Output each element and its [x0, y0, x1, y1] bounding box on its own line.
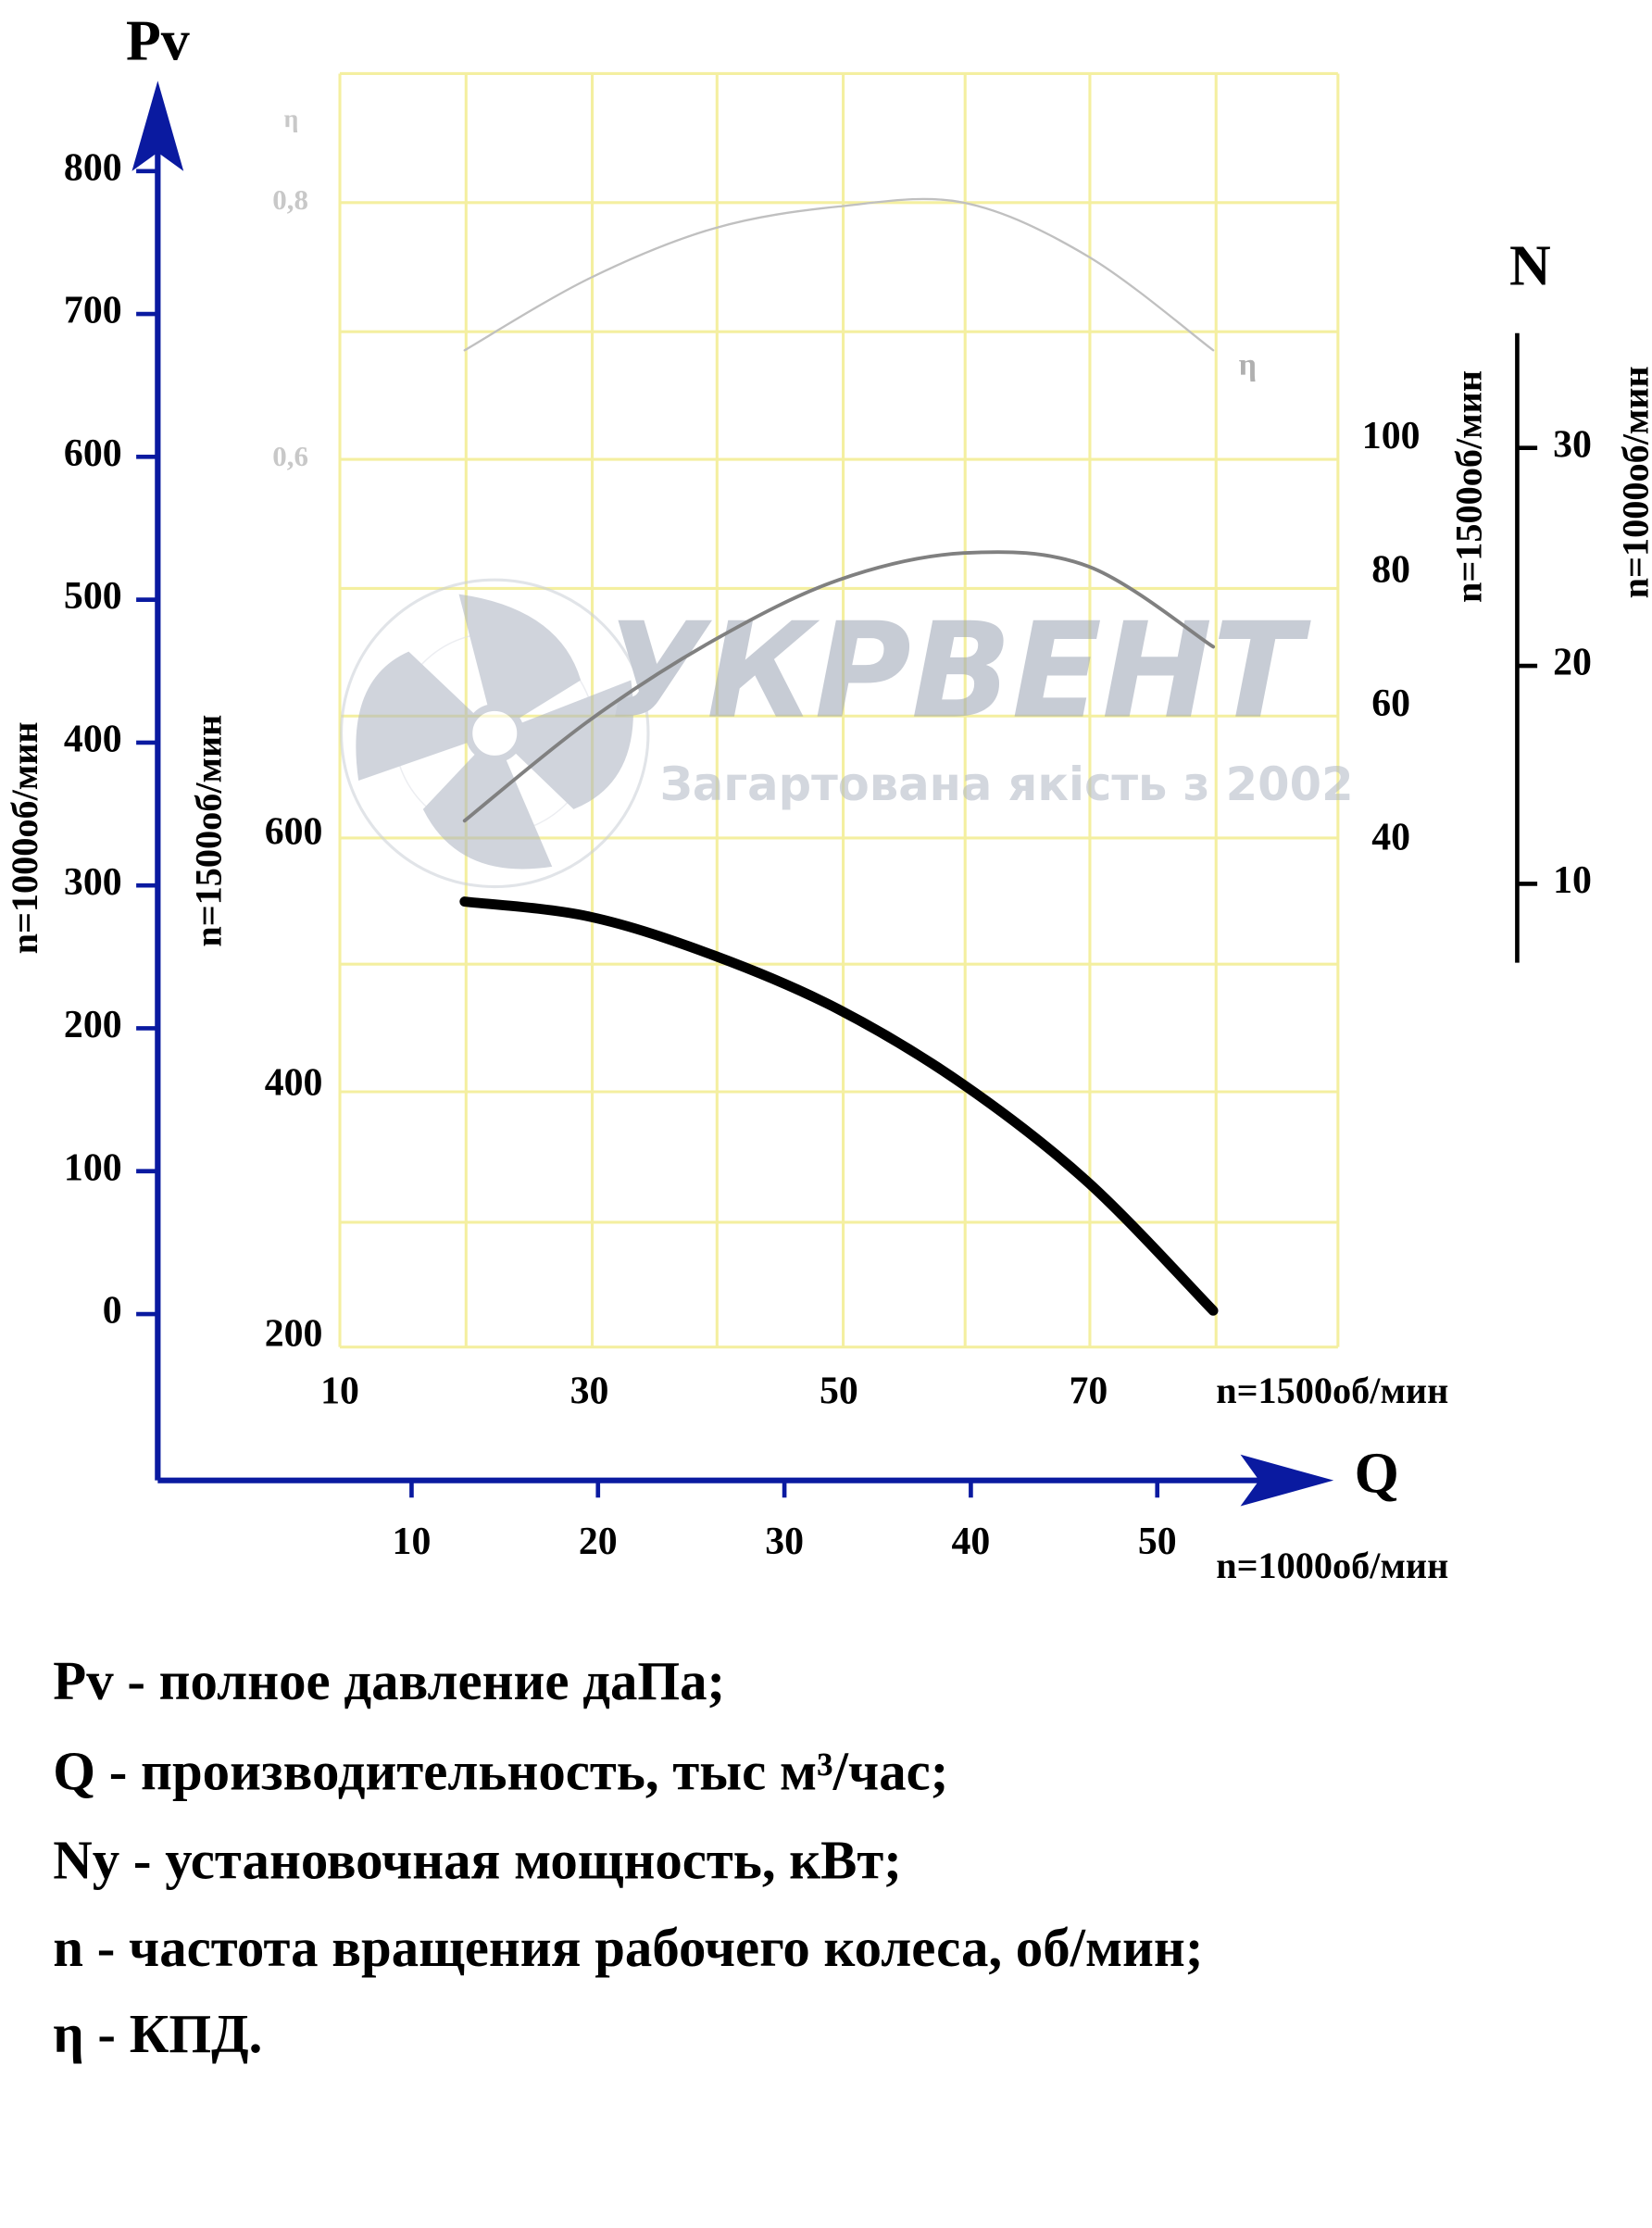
y-tick-label: 300 [64, 861, 122, 904]
legend-line: n - частота вращения рабочего колеса, об… [53, 1918, 1203, 1978]
x-axis-title: Q [1355, 1442, 1399, 1505]
x-tick-label: 40 [952, 1521, 991, 1563]
grid [338, 71, 1340, 1349]
curve [463, 197, 1215, 352]
legend-text: Pv - полное давление даПа; Q - производи… [53, 1651, 1203, 2064]
x-tick-label: 10 [320, 1370, 359, 1412]
x-axis-arrow [1240, 1454, 1334, 1507]
x-tick-label: 30 [570, 1370, 609, 1412]
x-speed-label: n=1500об/мин [1216, 1370, 1448, 1411]
y-tick-label: 600 [265, 810, 323, 853]
y-tick-label: 20 [1553, 642, 1592, 684]
legend-line: Pv - полное давление даПа; [53, 1651, 725, 1711]
x-tick-label: 70 [1069, 1370, 1108, 1412]
y-tick-label: 400 [64, 719, 122, 761]
y-tick-label: 0 [103, 1290, 122, 1333]
y5-speed-label: n=1000об/мин [1614, 366, 1652, 598]
x-tick-label: 10 [393, 1521, 432, 1563]
y-tick-label: 10 [1553, 859, 1592, 902]
legend-line: η - КПД. [53, 2004, 262, 2064]
y2-speed-label: n=1500об/мин [187, 715, 229, 947]
eta-axis-title: η [283, 105, 298, 133]
curve [462, 550, 1216, 823]
y-tick-label: 60 [1371, 682, 1410, 725]
y-speed-label: n=1000об/мин [4, 721, 45, 954]
watermark: УКРВЕНТ Загартована якість з 2002 [340, 578, 1354, 889]
y-tick-label: 100 [1362, 415, 1420, 457]
x-tick-label: 50 [820, 1370, 858, 1412]
y-tick-label: 200 [64, 1004, 122, 1046]
y-tick-label: 100 [64, 1146, 122, 1189]
y-tick-label: 200 [265, 1312, 323, 1355]
y-tick-label: 40 [1371, 817, 1410, 859]
y-tick-label: 500 [64, 575, 122, 618]
legend-line: Q - производительность, тыс м³/час; [53, 1742, 948, 1802]
y-tick-label: 80 [1371, 549, 1410, 592]
y-tick-label: 800 [64, 146, 122, 189]
legend-line: Ny - установочная мощность, кВт; [53, 1831, 902, 1891]
y-tick-label: 600 [64, 432, 122, 475]
x2-speed-label: n=1000об/мин [1216, 1545, 1448, 1586]
y-tick-label: 700 [64, 290, 122, 332]
eta-curve-label: η [1239, 348, 1257, 382]
y-axis-arrow [131, 81, 184, 171]
watermark-brand: УКРВЕНТ [605, 595, 1311, 748]
curve [459, 896, 1219, 1316]
y4-speed-label: n=1500об/мин [1448, 370, 1490, 603]
x-tick-label: 50 [1138, 1521, 1177, 1563]
x-tick-label: 20 [579, 1521, 618, 1563]
y-tick-label: 0,6 [272, 440, 308, 472]
n-axis-title: N [1509, 234, 1551, 297]
y-tick-label: 400 [265, 1061, 323, 1104]
y-axis-title: Pv [126, 9, 190, 72]
y-tick-label: 0,8 [272, 183, 308, 216]
y-tick-label: 30 [1553, 423, 1592, 466]
watermark-slogan: Загартована якість з 2002 [660, 757, 1354, 811]
x-tick-label: 30 [765, 1521, 804, 1563]
